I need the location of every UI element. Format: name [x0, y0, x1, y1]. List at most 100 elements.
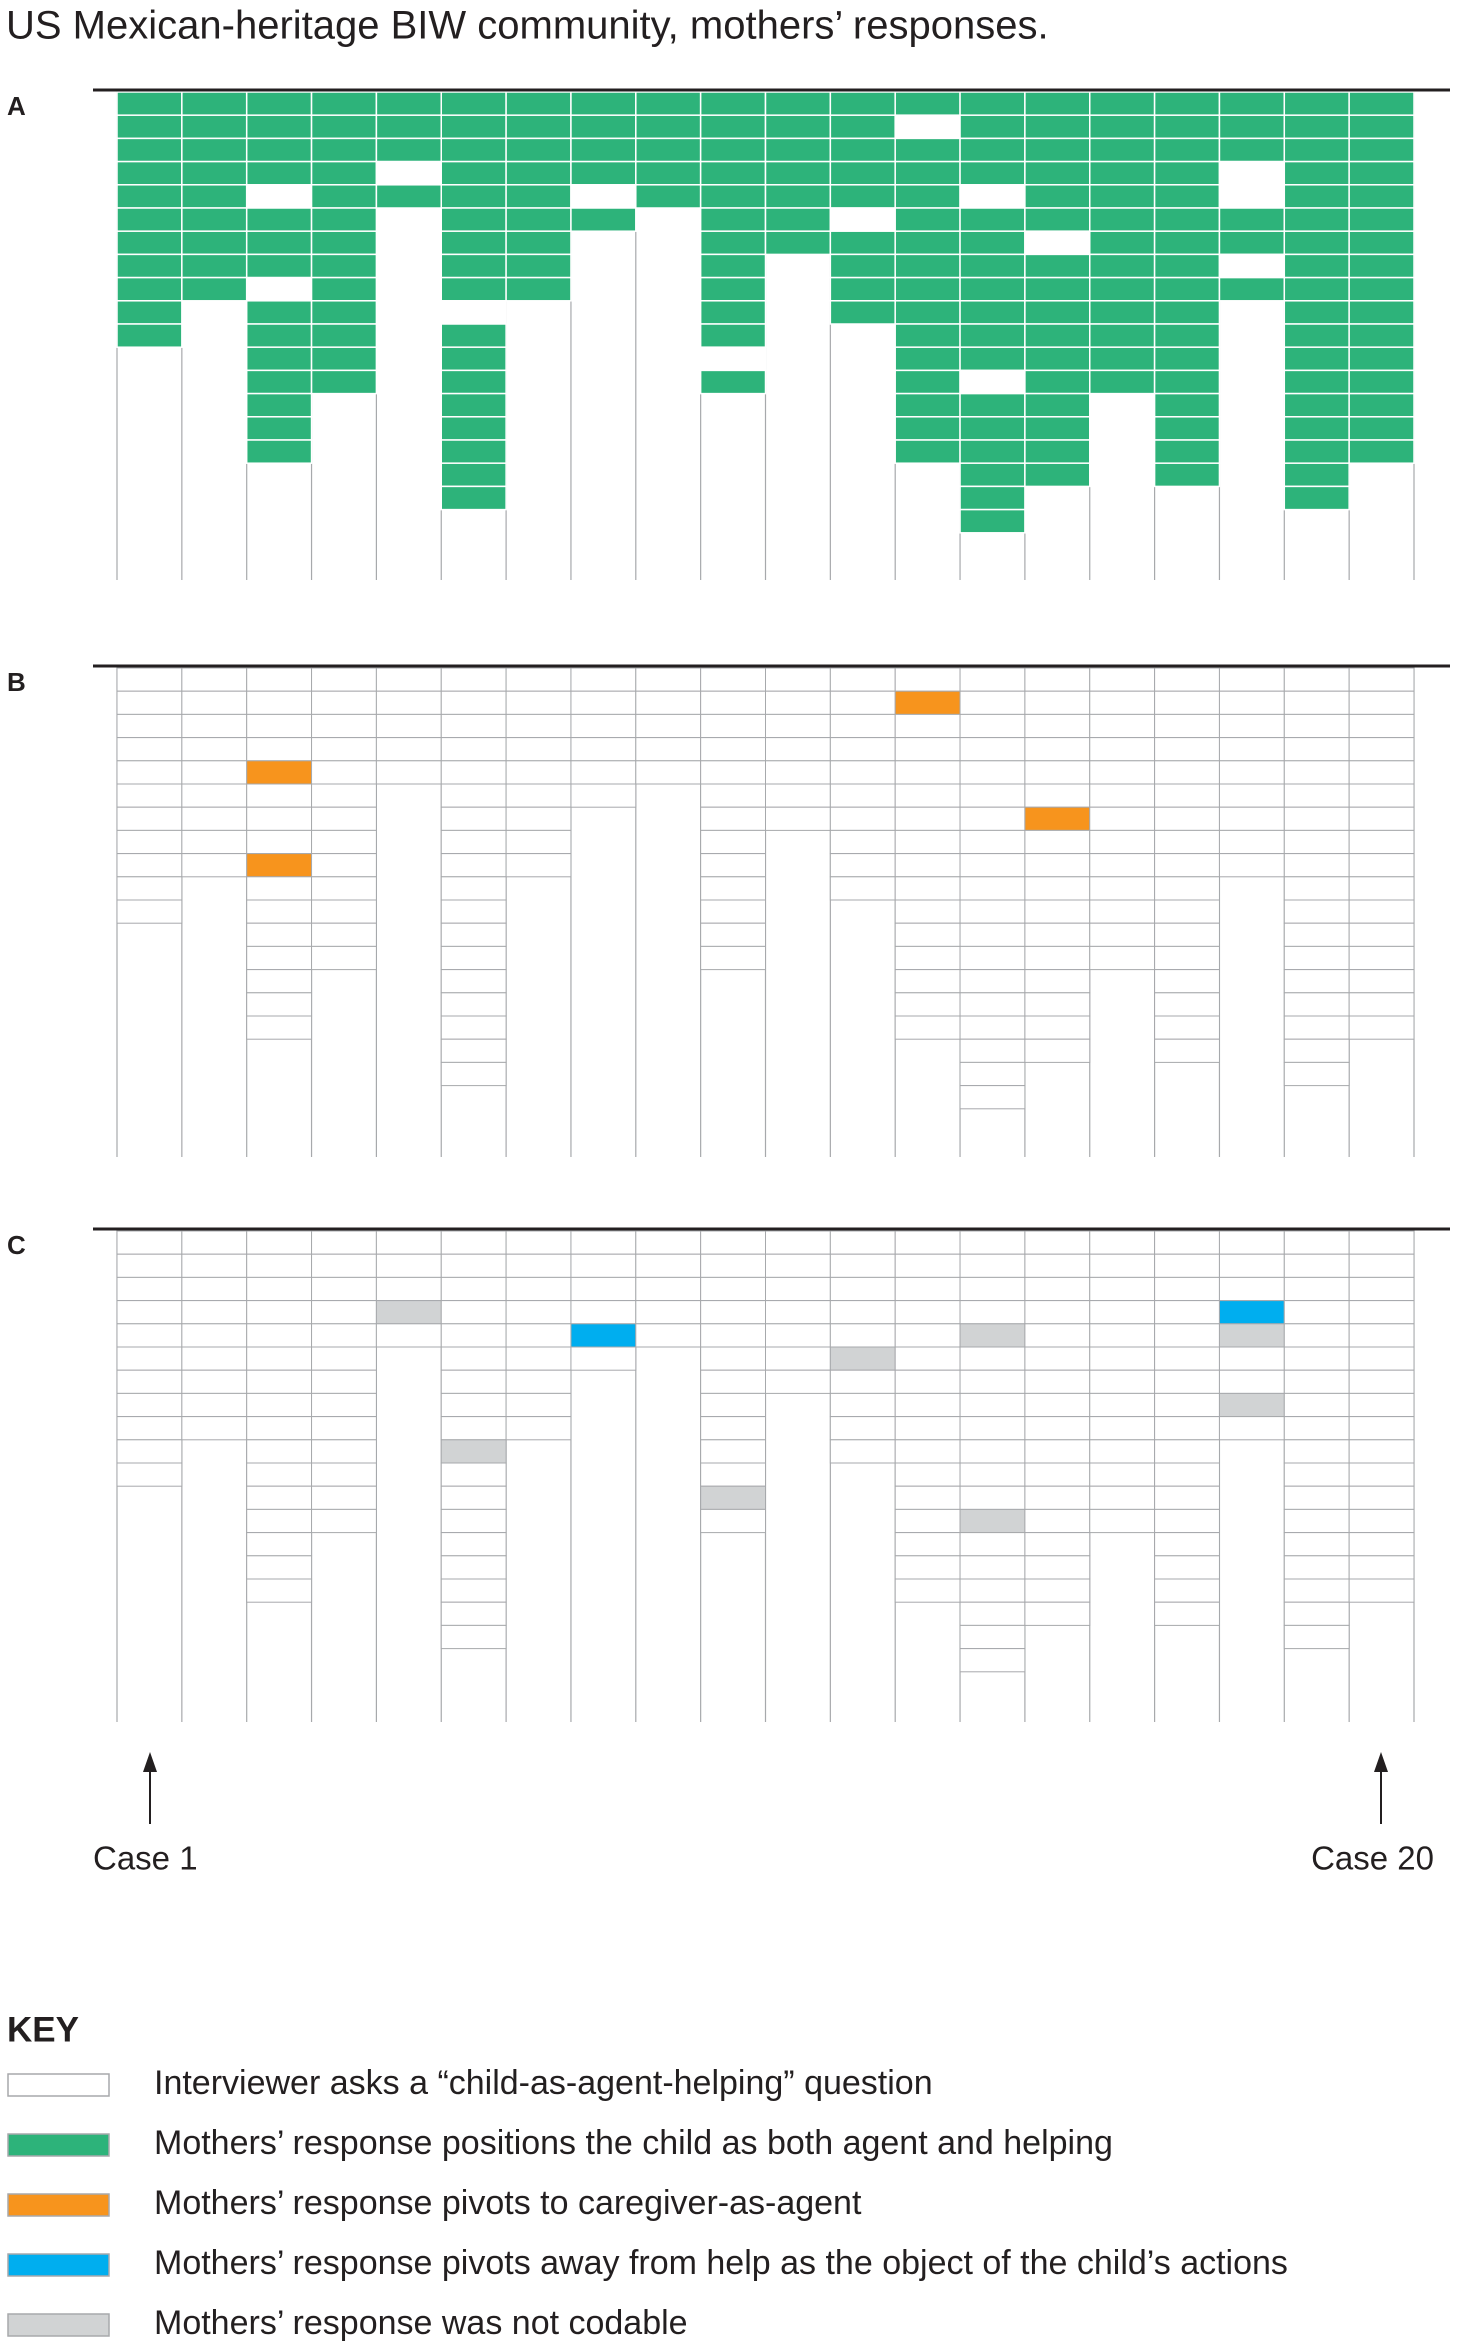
- cell: [635, 184, 702, 209]
- cell: [181, 1416, 248, 1441]
- cell: [959, 346, 1026, 372]
- cell: [894, 1346, 961, 1371]
- cell: [116, 1392, 183, 1418]
- cell: [1089, 160, 1156, 186]
- cell: [1348, 416, 1415, 441]
- cell: [245, 276, 313, 302]
- cell: [181, 184, 248, 209]
- cell: [635, 160, 702, 186]
- cell: [959, 1085, 1026, 1110]
- cell: [1283, 1346, 1350, 1371]
- cell: [1089, 713, 1156, 739]
- cell: [959, 1416, 1026, 1441]
- cell: [440, 369, 507, 395]
- cell: [116, 114, 183, 140]
- cell: [1154, 667, 1220, 692]
- cell: [765, 713, 831, 739]
- cell: [181, 253, 248, 279]
- cell: [1089, 1346, 1156, 1371]
- cell: [894, 922, 961, 947]
- key-label: Mothers’ response pivots to caregiver-as…: [154, 2184, 862, 2222]
- cell: [959, 462, 1026, 488]
- key-label: Mothers’ response pivots away from help …: [154, 2244, 1288, 2282]
- cell: [440, 1601, 507, 1626]
- cell: [959, 1015, 1026, 1040]
- cell: [894, 346, 961, 372]
- cell: [1024, 1323, 1091, 1348]
- cell: [700, 922, 767, 947]
- cell: [1024, 160, 1091, 186]
- cell: [311, 806, 377, 831]
- cell: [894, 1462, 961, 1487]
- cell: [311, 1485, 377, 1510]
- cell: [1089, 829, 1156, 855]
- cell: [1154, 1300, 1220, 1325]
- cell: [505, 160, 572, 186]
- cell: [570, 1346, 637, 1371]
- cell: [699, 300, 767, 325]
- cell: [700, 760, 767, 785]
- cell: [1348, 992, 1415, 1017]
- cell: [700, 806, 767, 831]
- cell: [440, 1300, 507, 1325]
- cell: [181, 207, 248, 232]
- cell: [635, 713, 702, 739]
- cell: [1024, 667, 1091, 692]
- cell: [375, 137, 442, 163]
- cell: [1218, 114, 1286, 140]
- cell: [959, 137, 1026, 163]
- cell: [699, 369, 767, 395]
- cell: [700, 1276, 767, 1302]
- cell: [245, 439, 313, 464]
- cell: [310, 369, 378, 395]
- cell: [311, 737, 377, 762]
- cell: [1089, 783, 1156, 808]
- cell: [311, 945, 377, 971]
- cell: [894, 945, 961, 971]
- cell: [116, 207, 183, 232]
- cell: [1218, 276, 1286, 302]
- cell: [1024, 1369, 1091, 1394]
- cell: [894, 1230, 961, 1255]
- cell: [959, 1485, 1026, 1510]
- cell: [1348, 1439, 1415, 1464]
- cell: [959, 91, 1026, 116]
- cell: [116, 1416, 183, 1441]
- cell: [959, 1346, 1026, 1371]
- cell: [1089, 1462, 1156, 1487]
- cell: [765, 1346, 831, 1371]
- cell: [1154, 992, 1220, 1017]
- cell: [1024, 853, 1091, 878]
- cell: [570, 1253, 637, 1278]
- cell: [894, 137, 961, 163]
- cell: [1348, 1015, 1415, 1040]
- cell: [375, 760, 442, 785]
- cell: [959, 416, 1026, 441]
- cell: [829, 114, 896, 140]
- cell: [959, 323, 1026, 348]
- cell: [894, 737, 961, 762]
- cell: [894, 392, 961, 418]
- cell: [1153, 439, 1221, 464]
- cell: [1024, 369, 1091, 395]
- cell: [1089, 899, 1156, 924]
- cell: [1283, 1323, 1350, 1348]
- cell: [440, 737, 507, 762]
- cell: [959, 690, 1026, 715]
- cell: [1218, 160, 1286, 186]
- cell: [700, 899, 767, 924]
- cell: [1348, 853, 1415, 878]
- cell: [1218, 760, 1285, 785]
- cell: [1348, 253, 1415, 279]
- cell: [894, 1369, 961, 1394]
- cell: [894, 230, 961, 256]
- cell: [505, 276, 572, 302]
- cell: [1024, 992, 1091, 1017]
- cell: [1283, 276, 1350, 302]
- cell: [765, 1253, 831, 1278]
- cell: [700, 690, 767, 715]
- cell: [440, 1323, 507, 1348]
- cell: [1283, 323, 1350, 348]
- cell: [959, 439, 1026, 464]
- cell: [1024, 1300, 1091, 1325]
